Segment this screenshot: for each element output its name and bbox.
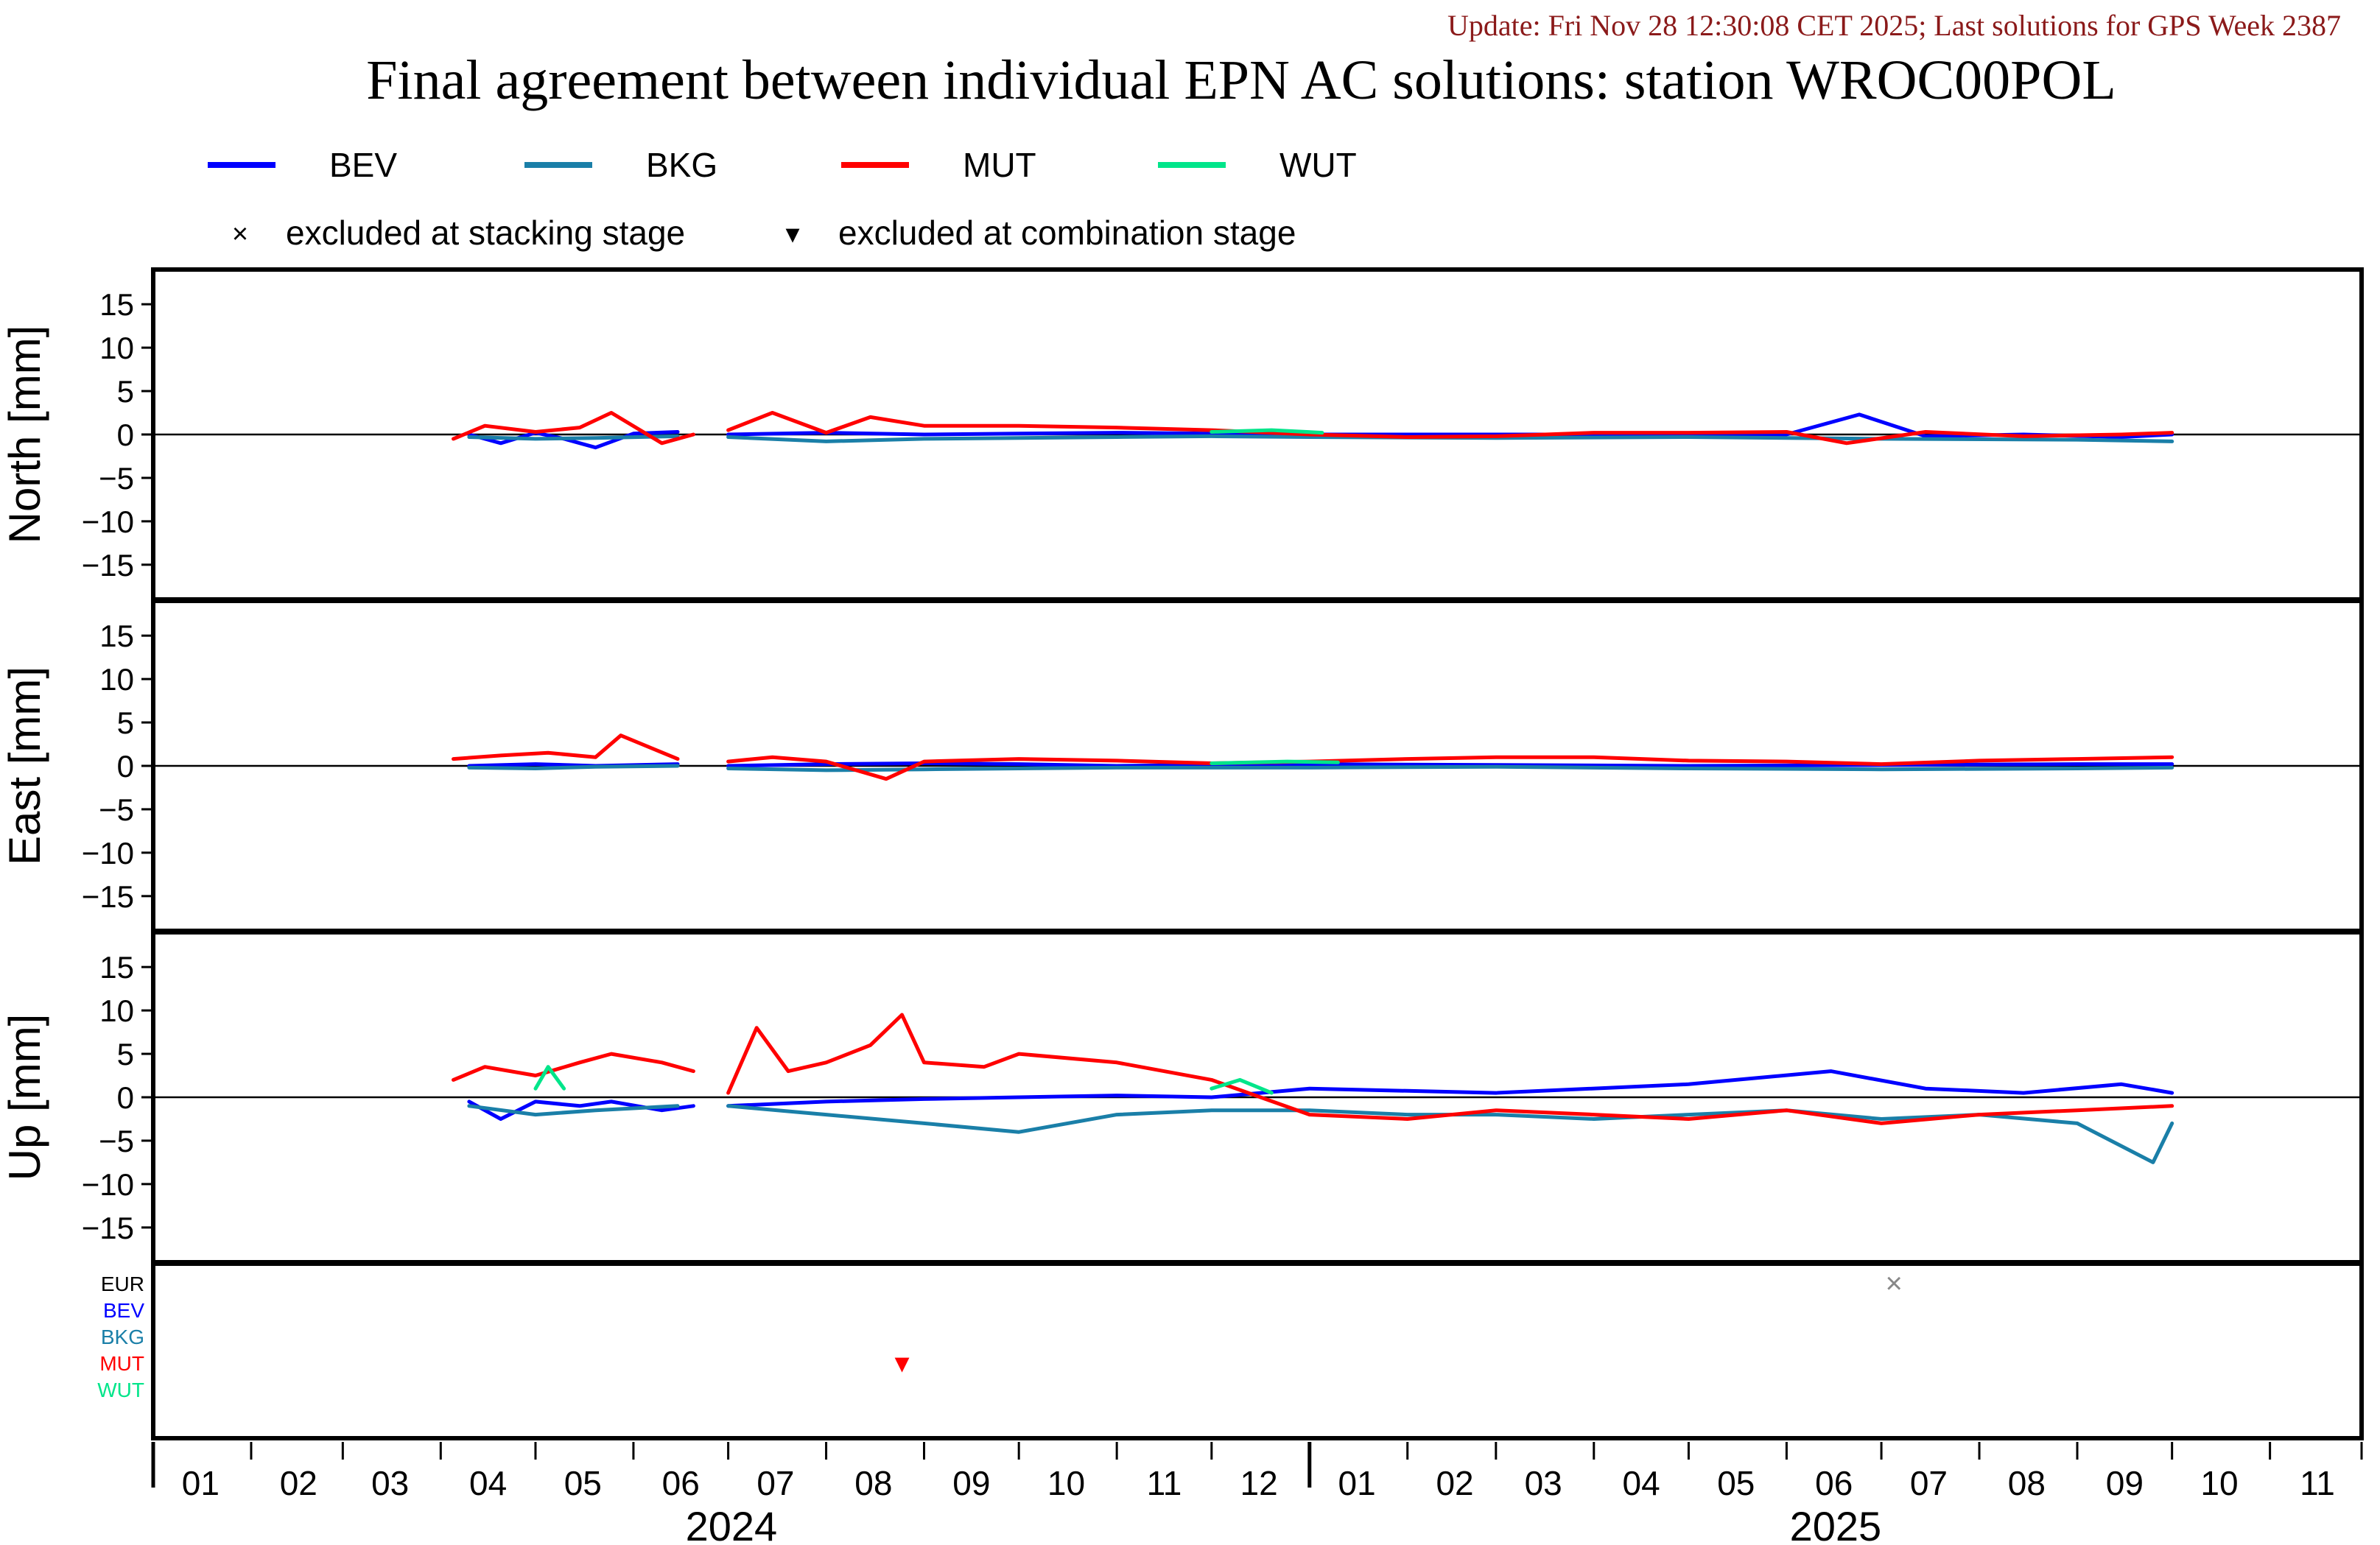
y-axis-label: East [mm] [0, 666, 49, 865]
update-text: Update: Fri Nov 28 12:30:08 CET 2025; La… [1447, 9, 2341, 42]
y-tick-label: −5 [99, 792, 134, 827]
y-tick-label: −15 [82, 1211, 134, 1245]
y-tick-label: 15 [99, 287, 134, 322]
series-line-mut [452, 411, 695, 446]
y-tick-label: 10 [99, 331, 134, 365]
series-line-bkg [467, 1104, 680, 1117]
series-line-bkg [726, 1104, 2174, 1164]
y-tick-label: −15 [82, 548, 134, 583]
y-tick-label: 5 [117, 705, 134, 740]
series-line-bev [726, 761, 2174, 768]
x-tick-label: 04 [1623, 1464, 1660, 1502]
exclusion-row-label-bkg: BKG [101, 1326, 144, 1348]
x-tick-label: 09 [2106, 1464, 2144, 1502]
series-line-bkg [467, 434, 680, 441]
exclusion-row-label-wut: WUT [97, 1379, 144, 1401]
series-line-bkg [726, 764, 2174, 772]
x-tick-label: 08 [854, 1464, 892, 1502]
exclusion-row-label-bev: BEV [103, 1299, 144, 1322]
x-tick-label: 08 [2008, 1464, 2046, 1502]
y-tick-label: 0 [117, 1080, 134, 1115]
x-tick-label: 01 [1338, 1464, 1376, 1502]
x-tick-label: 10 [2200, 1464, 2238, 1502]
series-line-mut [726, 755, 2174, 781]
y-tick-label: 5 [117, 1037, 134, 1071]
legend-marker-label: excluded at combination stage [838, 214, 1296, 252]
plot-panels: 15 10 5 0 −5 −10 −15 North [mm] 15 10 5 0 −5 −10 −15 Ea… [0, 267, 2364, 1264]
x-tick-label: 12 [1240, 1464, 1278, 1502]
y-tick-label: −5 [99, 461, 134, 496]
series-line-bkg [726, 434, 2174, 443]
y-tick-label: −10 [82, 504, 134, 539]
x-tick-label: 11 [2300, 1464, 2335, 1502]
y-tick-label: 0 [117, 749, 134, 784]
legend-label-bev: BEV [329, 146, 397, 184]
x-tick-label: 09 [952, 1464, 990, 1502]
series-line-bev [726, 1069, 2174, 1108]
x-axis: 01 02 03 04 05 06 07 08 09 10 11 12 01 02 03 04 05 06 07 08… [151, 1437, 2363, 1545]
y-tick-label: −5 [99, 1124, 134, 1158]
series-line-mut [452, 733, 680, 761]
exclusion-row-label-eur: EUR [101, 1273, 144, 1295]
series-line-bev [467, 1099, 695, 1121]
x-tick-label: 03 [1525, 1464, 1562, 1502]
x-tick-label: 06 [662, 1464, 700, 1502]
legend: BEV BKG MUT WUT × excluded at stacking stage ▾… [208, 146, 1357, 252]
exclusion-frame [151, 1261, 2364, 1440]
y-tick-label: 15 [99, 619, 134, 653]
y-tick-label: −10 [82, 1167, 134, 1202]
exclusion-marker-eur: × [1886, 1267, 1903, 1300]
x-tick-label: 10 [1047, 1464, 1085, 1502]
y-tick-label: −10 [82, 836, 134, 870]
y-tick-label: 10 [99, 993, 134, 1028]
legend-marker-symbol: × [232, 219, 248, 250]
series-line-mut [452, 1052, 695, 1082]
x-tick-label: 02 [280, 1464, 317, 1502]
series-line-wut [1210, 759, 1340, 765]
series-line-bkg [467, 764, 680, 770]
panel-2: 15 10 5 0 −5 −10 −15 East [mm] [0, 599, 2364, 933]
x-tick-label: 03 [371, 1464, 409, 1502]
exclusion-marker-mut: ▾ [894, 1347, 909, 1379]
legend-label-wut: WUT [1279, 146, 1357, 184]
x-tick-label: 05 [564, 1464, 602, 1502]
y-axis-label: Up [mm] [0, 1014, 49, 1181]
exclusion-row-label-mut: MUT [99, 1352, 144, 1375]
series-line-wut [533, 1065, 566, 1091]
legend-label-bkg: BKG [646, 146, 717, 184]
series-line-mut [726, 411, 2174, 446]
x-tick-label: 02 [1436, 1464, 1473, 1502]
x-tick-label: 07 [757, 1464, 794, 1502]
y-tick-label: 15 [99, 950, 134, 985]
panel-3: 15 10 5 0 −5 −10 −15 Up [mm] [0, 930, 2364, 1264]
series-line-wut [1210, 1077, 1274, 1095]
x-tick-label: 07 [1910, 1464, 1948, 1502]
x-tick-label: 11 [1147, 1464, 1182, 1502]
series-line-mut [726, 1013, 2174, 1125]
x-tick-label: 01 [182, 1464, 220, 1502]
y-tick-label: 10 [99, 662, 134, 697]
y-tick-label: 0 [117, 418, 134, 452]
legend-marker-label: excluded at stacking stage [286, 214, 685, 252]
x-tick-label: 06 [1815, 1464, 1853, 1502]
y-axis-label: North [mm] [0, 325, 49, 544]
chart-title: Final agreement between individual EPN A… [366, 49, 2116, 111]
x-tick-label: 04 [469, 1464, 507, 1502]
x-tick-label: 05 [1717, 1464, 1755, 1502]
year-label-2025: 2025 [1790, 1503, 1882, 1545]
series-line-wut [1210, 428, 1324, 435]
legend-label-mut: MUT [963, 146, 1036, 184]
y-tick-label: 5 [117, 374, 134, 409]
y-tick-label: −15 [82, 879, 134, 914]
exclusion-panel: EUR BEV BKG MUT WUT ▾ × [97, 1261, 2364, 1440]
year-label-2024: 2024 [686, 1503, 778, 1545]
legend-marker-symbol: ▾ [785, 219, 799, 250]
panel-1: 15 10 5 0 −5 −10 −15 North [mm] [0, 267, 2364, 602]
